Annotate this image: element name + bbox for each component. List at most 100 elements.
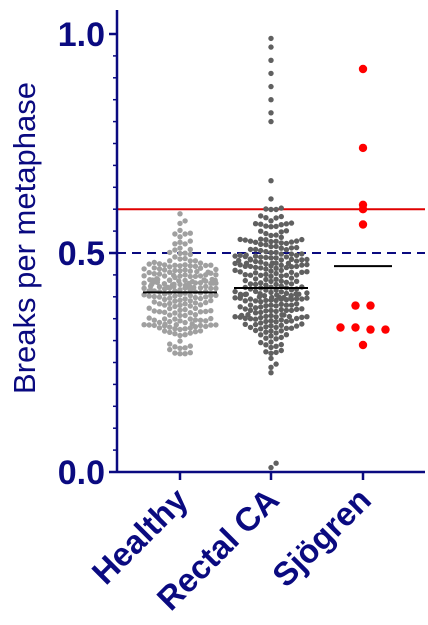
data-point [182, 306, 188, 313]
data-point [191, 284, 197, 291]
data-point [252, 246, 259, 253]
data-point [203, 299, 209, 306]
data-point [156, 294, 163, 300]
data-point [247, 263, 254, 270]
data-point [167, 318, 173, 325]
data-point [381, 325, 390, 334]
data-point [194, 268, 200, 275]
data-point [263, 223, 269, 229]
data-point [208, 292, 214, 299]
data-point [192, 258, 199, 264]
data-point [293, 291, 299, 297]
data-point [187, 246, 193, 253]
data-point [172, 331, 178, 337]
data-point [258, 221, 264, 227]
data-point [182, 319, 188, 326]
data-point [161, 281, 168, 287]
data-point [187, 258, 193, 264]
data-point [177, 239, 183, 245]
data-point [172, 231, 178, 237]
data-point [293, 244, 300, 251]
data-point [273, 243, 279, 250]
data-point [268, 278, 274, 285]
data-point [268, 110, 274, 116]
data-point [268, 339, 274, 345]
data-point [293, 301, 300, 307]
data-point [247, 296, 254, 302]
data-point [242, 298, 248, 304]
data-point [268, 255, 274, 261]
data-point [201, 277, 207, 283]
data-point [351, 301, 360, 310]
data-point [288, 292, 294, 299]
data-point [288, 239, 295, 245]
data-point [172, 344, 178, 350]
data-point [268, 206, 274, 213]
data-point [247, 316, 254, 322]
data-point [273, 270, 279, 277]
data-point [167, 312, 173, 318]
data-point [293, 258, 300, 264]
data-point [177, 273, 183, 279]
data-point [288, 220, 295, 226]
data-point [252, 239, 259, 245]
data-point [237, 236, 243, 243]
data-point [151, 293, 157, 300]
data-point [161, 267, 168, 273]
data-point [252, 253, 259, 259]
data-point [358, 64, 368, 74]
data-point [197, 317, 204, 323]
data-point [237, 262, 243, 268]
data-point [209, 276, 215, 283]
data-point [213, 322, 219, 328]
data-point [146, 261, 152, 267]
data-point [268, 333, 274, 339]
data-point [268, 196, 274, 202]
data-point [278, 240, 284, 246]
data-point [366, 325, 375, 334]
data-point [268, 464, 274, 471]
data-point [192, 263, 199, 269]
data-point [288, 281, 295, 287]
data-point [252, 258, 259, 265]
data-point [252, 221, 259, 227]
data-point [141, 273, 147, 279]
data-point [203, 262, 209, 269]
data-point [293, 323, 300, 329]
data-point [268, 178, 274, 184]
data-point [263, 261, 269, 267]
data-point [278, 341, 284, 348]
data-point [283, 264, 290, 271]
data-point [192, 305, 199, 312]
data-point [268, 238, 274, 245]
data-point [299, 314, 305, 320]
data-point [273, 215, 279, 221]
data-points [141, 35, 390, 471]
data-point [247, 246, 254, 253]
data-point [236, 257, 242, 264]
data-point [268, 344, 274, 351]
data-point [192, 273, 199, 280]
data-point [258, 339, 264, 346]
data-point [299, 306, 305, 312]
data-point [232, 288, 238, 295]
data-point [182, 277, 188, 284]
data-point [263, 271, 269, 278]
data-point [182, 255, 188, 262]
data-point [232, 314, 238, 320]
data-point [283, 254, 290, 260]
data-point [208, 315, 214, 322]
data-point [293, 252, 300, 258]
data-point [304, 261, 310, 268]
data-point [182, 241, 188, 247]
data-point [258, 304, 264, 310]
data-point [304, 295, 310, 301]
data-point [189, 321, 195, 327]
data-point [304, 290, 310, 296]
data-point [283, 221, 290, 227]
data-point [151, 271, 157, 277]
data-point [263, 303, 269, 309]
data-point [177, 263, 183, 269]
data-point [358, 340, 368, 350]
data-point [268, 302, 274, 308]
